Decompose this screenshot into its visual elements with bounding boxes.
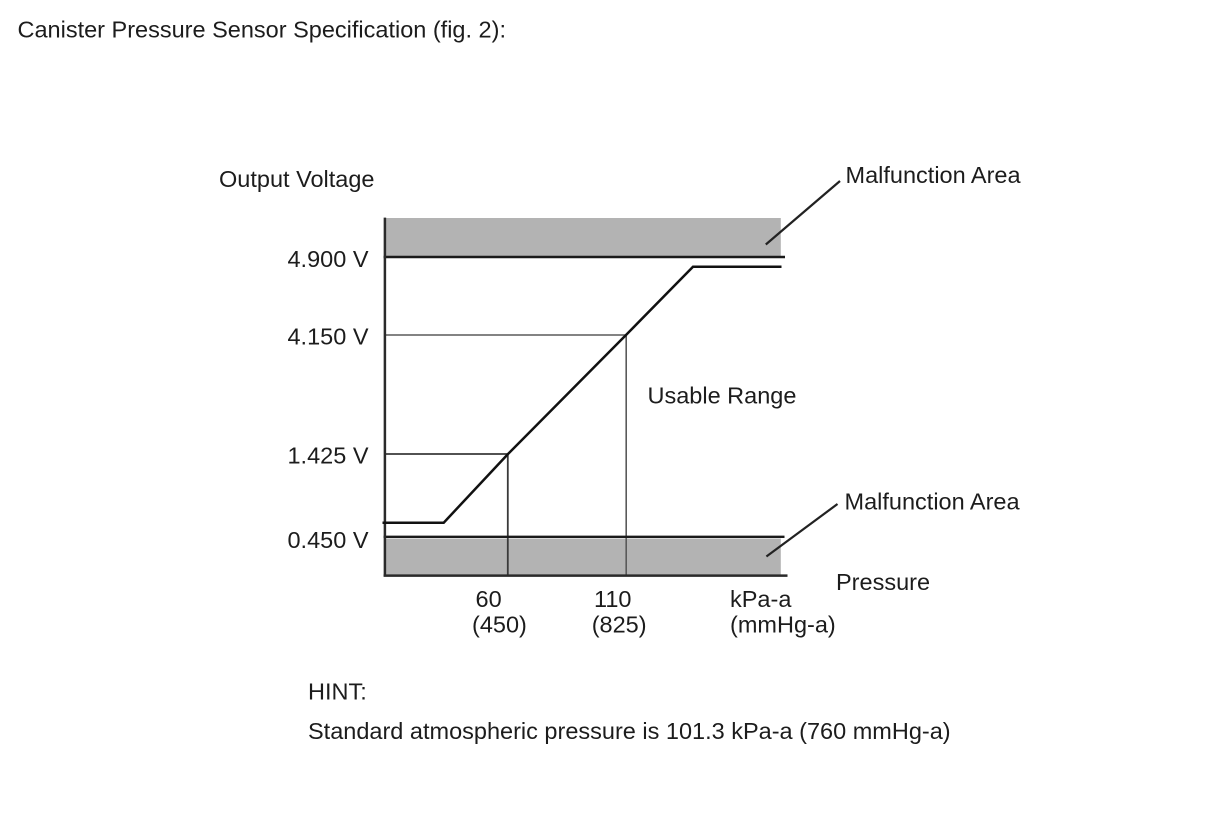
svg-text:Malfunction Area: Malfunction Area (845, 489, 1021, 515)
svg-text:(mmHg-a): (mmHg-a) (730, 612, 836, 638)
svg-text:0.450 V: 0.450 V (287, 527, 368, 553)
svg-text:kPa-a: kPa-a (730, 586, 792, 612)
svg-text:Output Voltage: Output Voltage (219, 166, 374, 192)
svg-text:4.150 V: 4.150 V (287, 324, 368, 350)
svg-text:Standard atmospheric pressure: Standard atmospheric pressure is 101.3 k… (308, 718, 951, 744)
svg-text:110: 110 (594, 586, 631, 612)
svg-text:Malfunction Area: Malfunction Area (846, 162, 1022, 188)
svg-text:1.425 V: 1.425 V (287, 443, 368, 469)
svg-text:Pressure: Pressure (836, 569, 930, 595)
svg-text:4.900 V: 4.900 V (287, 246, 368, 272)
svg-text:(825): (825) (592, 612, 647, 638)
svg-text:60: 60 (476, 586, 502, 612)
svg-text:HINT:: HINT: (308, 679, 367, 705)
svg-text:Canister Pressure Sensor Speci: Canister Pressure Sensor Specification (… (18, 17, 507, 43)
svg-text:(450): (450) (472, 612, 527, 638)
svg-text:Usable Range: Usable Range (648, 383, 797, 409)
